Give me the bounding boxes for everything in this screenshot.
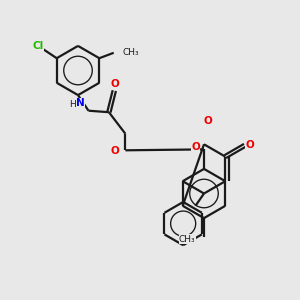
Text: O: O: [191, 142, 200, 152]
Text: N: N: [76, 98, 85, 109]
Text: CH₃: CH₃: [179, 235, 196, 244]
Text: O: O: [246, 140, 255, 150]
Text: H: H: [69, 100, 75, 109]
Text: O: O: [110, 79, 119, 89]
Text: O: O: [110, 146, 119, 156]
Text: O: O: [204, 116, 213, 126]
Text: CH₃: CH₃: [122, 48, 139, 57]
Text: Cl: Cl: [32, 41, 44, 51]
